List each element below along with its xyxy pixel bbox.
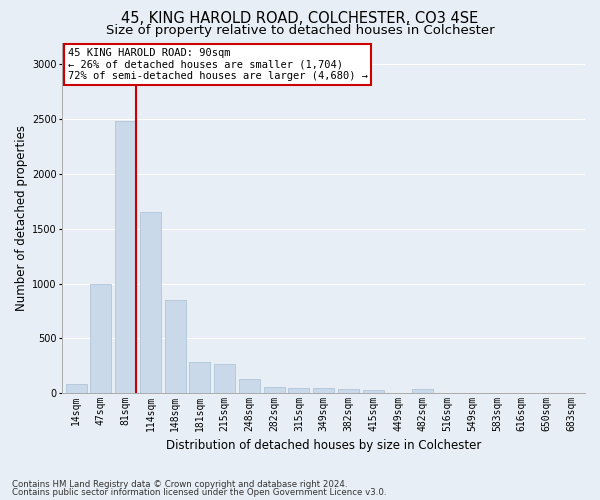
Bar: [190, 362, 211, 393]
Bar: [536, 392, 557, 393]
Bar: [289, 388, 310, 393]
Bar: [115, 122, 136, 393]
Bar: [164, 300, 185, 393]
Bar: [239, 379, 260, 393]
Text: 45, KING HAROLD ROAD, COLCHESTER, CO3 4SE: 45, KING HAROLD ROAD, COLCHESTER, CO3 4S…: [121, 11, 479, 26]
Bar: [140, 212, 161, 393]
Bar: [388, 392, 409, 393]
Bar: [561, 392, 582, 393]
Text: Contains HM Land Registry data © Crown copyright and database right 2024.: Contains HM Land Registry data © Crown c…: [12, 480, 347, 489]
Bar: [487, 392, 508, 393]
Bar: [363, 390, 384, 393]
Bar: [437, 392, 458, 393]
X-axis label: Distribution of detached houses by size in Colchester: Distribution of detached houses by size …: [166, 440, 481, 452]
Bar: [263, 387, 285, 393]
Text: Size of property relative to detached houses in Colchester: Size of property relative to detached ho…: [106, 24, 494, 37]
Text: Contains public sector information licensed under the Open Government Licence v3: Contains public sector information licen…: [12, 488, 386, 497]
Bar: [511, 392, 532, 393]
Bar: [313, 388, 334, 393]
Bar: [214, 364, 235, 393]
Y-axis label: Number of detached properties: Number of detached properties: [15, 125, 28, 311]
Bar: [412, 389, 433, 393]
Bar: [462, 392, 483, 393]
Text: 45 KING HAROLD ROAD: 90sqm
← 26% of detached houses are smaller (1,704)
72% of s: 45 KING HAROLD ROAD: 90sqm ← 26% of deta…: [68, 48, 368, 81]
Bar: [91, 284, 112, 393]
Bar: [65, 384, 86, 393]
Bar: [338, 389, 359, 393]
